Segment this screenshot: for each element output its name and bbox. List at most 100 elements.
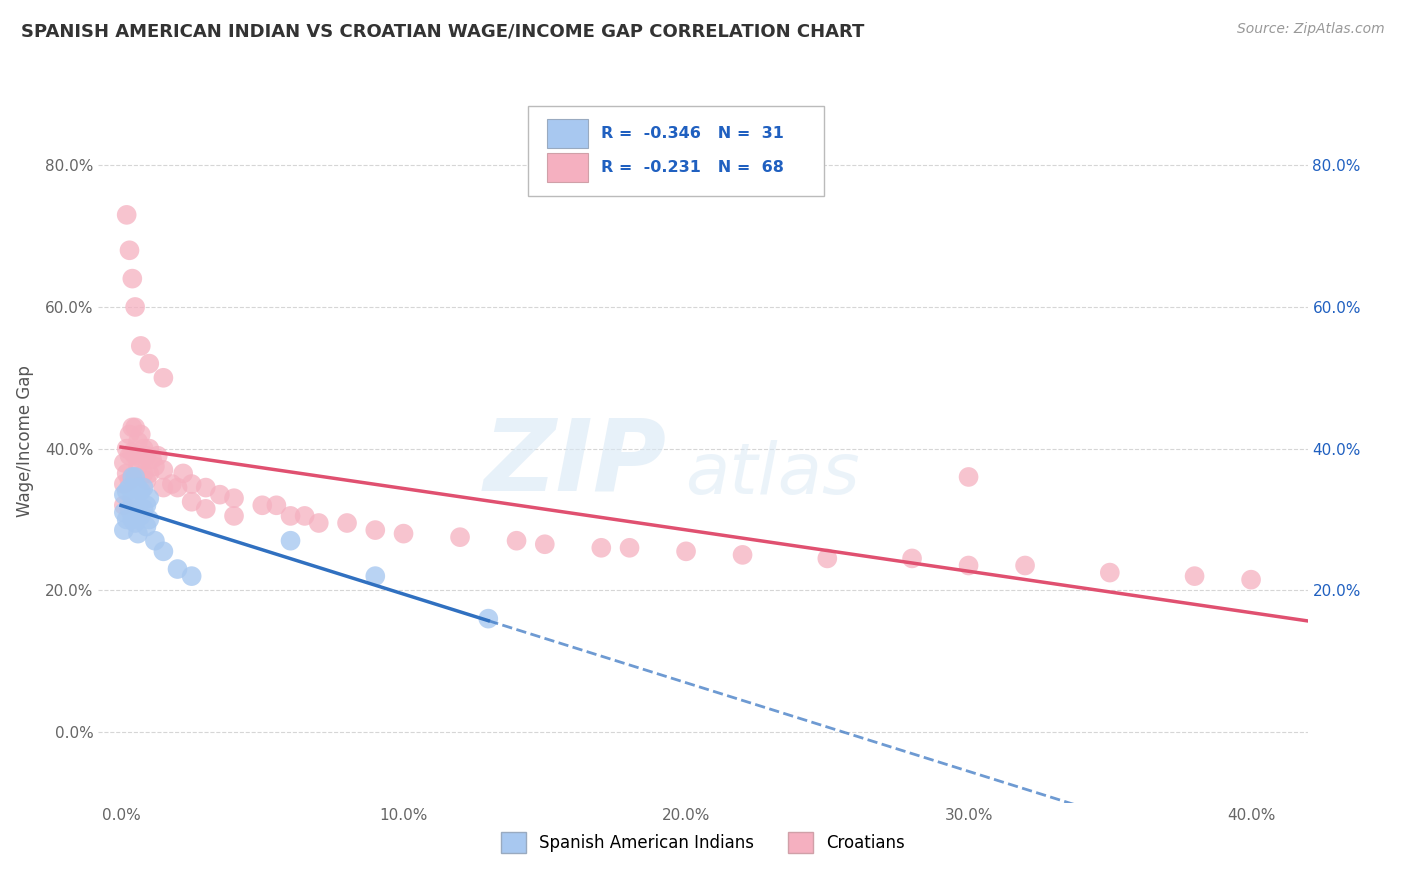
Point <box>112 523 135 537</box>
Text: Source: ZipAtlas.com: Source: ZipAtlas.com <box>1237 22 1385 37</box>
Point <box>138 357 160 371</box>
Point <box>112 488 135 502</box>
Point <box>129 339 152 353</box>
Point <box>166 562 188 576</box>
Point <box>143 459 166 474</box>
Point <box>160 477 183 491</box>
Point <box>957 558 980 573</box>
Point <box>124 449 146 463</box>
Point <box>141 452 163 467</box>
Point <box>121 470 143 484</box>
Point <box>815 551 838 566</box>
Point <box>675 544 697 558</box>
Point <box>135 498 157 512</box>
Point <box>132 467 155 481</box>
Point <box>132 501 155 516</box>
Point <box>180 494 202 508</box>
Point <box>194 481 217 495</box>
Point <box>477 612 499 626</box>
Point <box>152 463 174 477</box>
Point <box>118 244 141 258</box>
Point <box>731 548 754 562</box>
Point <box>129 452 152 467</box>
Point <box>121 470 143 484</box>
Point <box>280 508 302 523</box>
Point <box>129 508 152 523</box>
Point <box>533 537 555 551</box>
Point <box>146 449 169 463</box>
Point <box>152 371 174 385</box>
Text: SPANISH AMERICAN INDIAN VS CROATIAN WAGE/INCOME GAP CORRELATION CHART: SPANISH AMERICAN INDIAN VS CROATIAN WAGE… <box>21 22 865 40</box>
Point <box>392 526 415 541</box>
Point <box>957 470 980 484</box>
Point <box>152 544 174 558</box>
Point <box>172 467 194 481</box>
Point <box>166 481 188 495</box>
Point <box>129 484 152 499</box>
Point <box>127 434 149 449</box>
Point <box>118 449 141 463</box>
Point <box>1240 573 1263 587</box>
Point <box>132 442 155 456</box>
Point <box>132 481 155 495</box>
Point <box>266 498 288 512</box>
Point <box>280 533 302 548</box>
Point <box>308 516 330 530</box>
Point <box>112 477 135 491</box>
Point <box>180 569 202 583</box>
FancyBboxPatch shape <box>547 153 588 182</box>
Point <box>124 470 146 484</box>
Point <box>294 508 316 523</box>
Legend: Spanish American Indians, Croatians: Spanish American Indians, Croatians <box>495 826 911 860</box>
Point <box>127 501 149 516</box>
Point <box>208 488 231 502</box>
Point <box>336 516 359 530</box>
Point <box>222 508 245 523</box>
Point <box>591 541 613 555</box>
Text: ZIP: ZIP <box>484 415 666 512</box>
Point <box>124 516 146 530</box>
Point <box>138 442 160 456</box>
Point <box>135 449 157 463</box>
Point <box>112 505 135 519</box>
Point <box>364 569 387 583</box>
Text: R =  -0.346   N =  31: R = -0.346 N = 31 <box>602 127 785 141</box>
Point <box>115 208 138 222</box>
Point <box>115 442 138 456</box>
Point <box>127 526 149 541</box>
Point <box>1098 566 1121 580</box>
Point <box>135 474 157 488</box>
Point <box>619 541 641 555</box>
Point <box>115 512 138 526</box>
Point <box>118 474 141 488</box>
Point <box>143 533 166 548</box>
Point <box>124 300 146 314</box>
Point <box>152 481 174 495</box>
Point <box>252 498 274 512</box>
Point <box>121 271 143 285</box>
Point <box>118 481 141 495</box>
Point <box>121 420 143 434</box>
Point <box>194 501 217 516</box>
Point <box>364 523 387 537</box>
Point <box>121 445 143 459</box>
Point <box>112 456 135 470</box>
Text: R =  -0.231   N =  68: R = -0.231 N = 68 <box>602 161 785 175</box>
Point <box>135 519 157 533</box>
Point <box>118 427 141 442</box>
Point <box>222 491 245 506</box>
Point <box>138 491 160 506</box>
Point <box>1184 569 1206 583</box>
Point <box>127 481 149 495</box>
Point <box>138 512 160 526</box>
Point <box>115 467 138 481</box>
Point <box>138 467 160 481</box>
Y-axis label: Wage/Income Gap: Wage/Income Gap <box>15 366 34 517</box>
Point <box>449 530 471 544</box>
Point <box>127 459 149 474</box>
Point <box>505 533 527 548</box>
Point <box>121 491 143 506</box>
Point <box>112 498 135 512</box>
Point <box>1014 558 1036 573</box>
Point <box>124 420 146 434</box>
